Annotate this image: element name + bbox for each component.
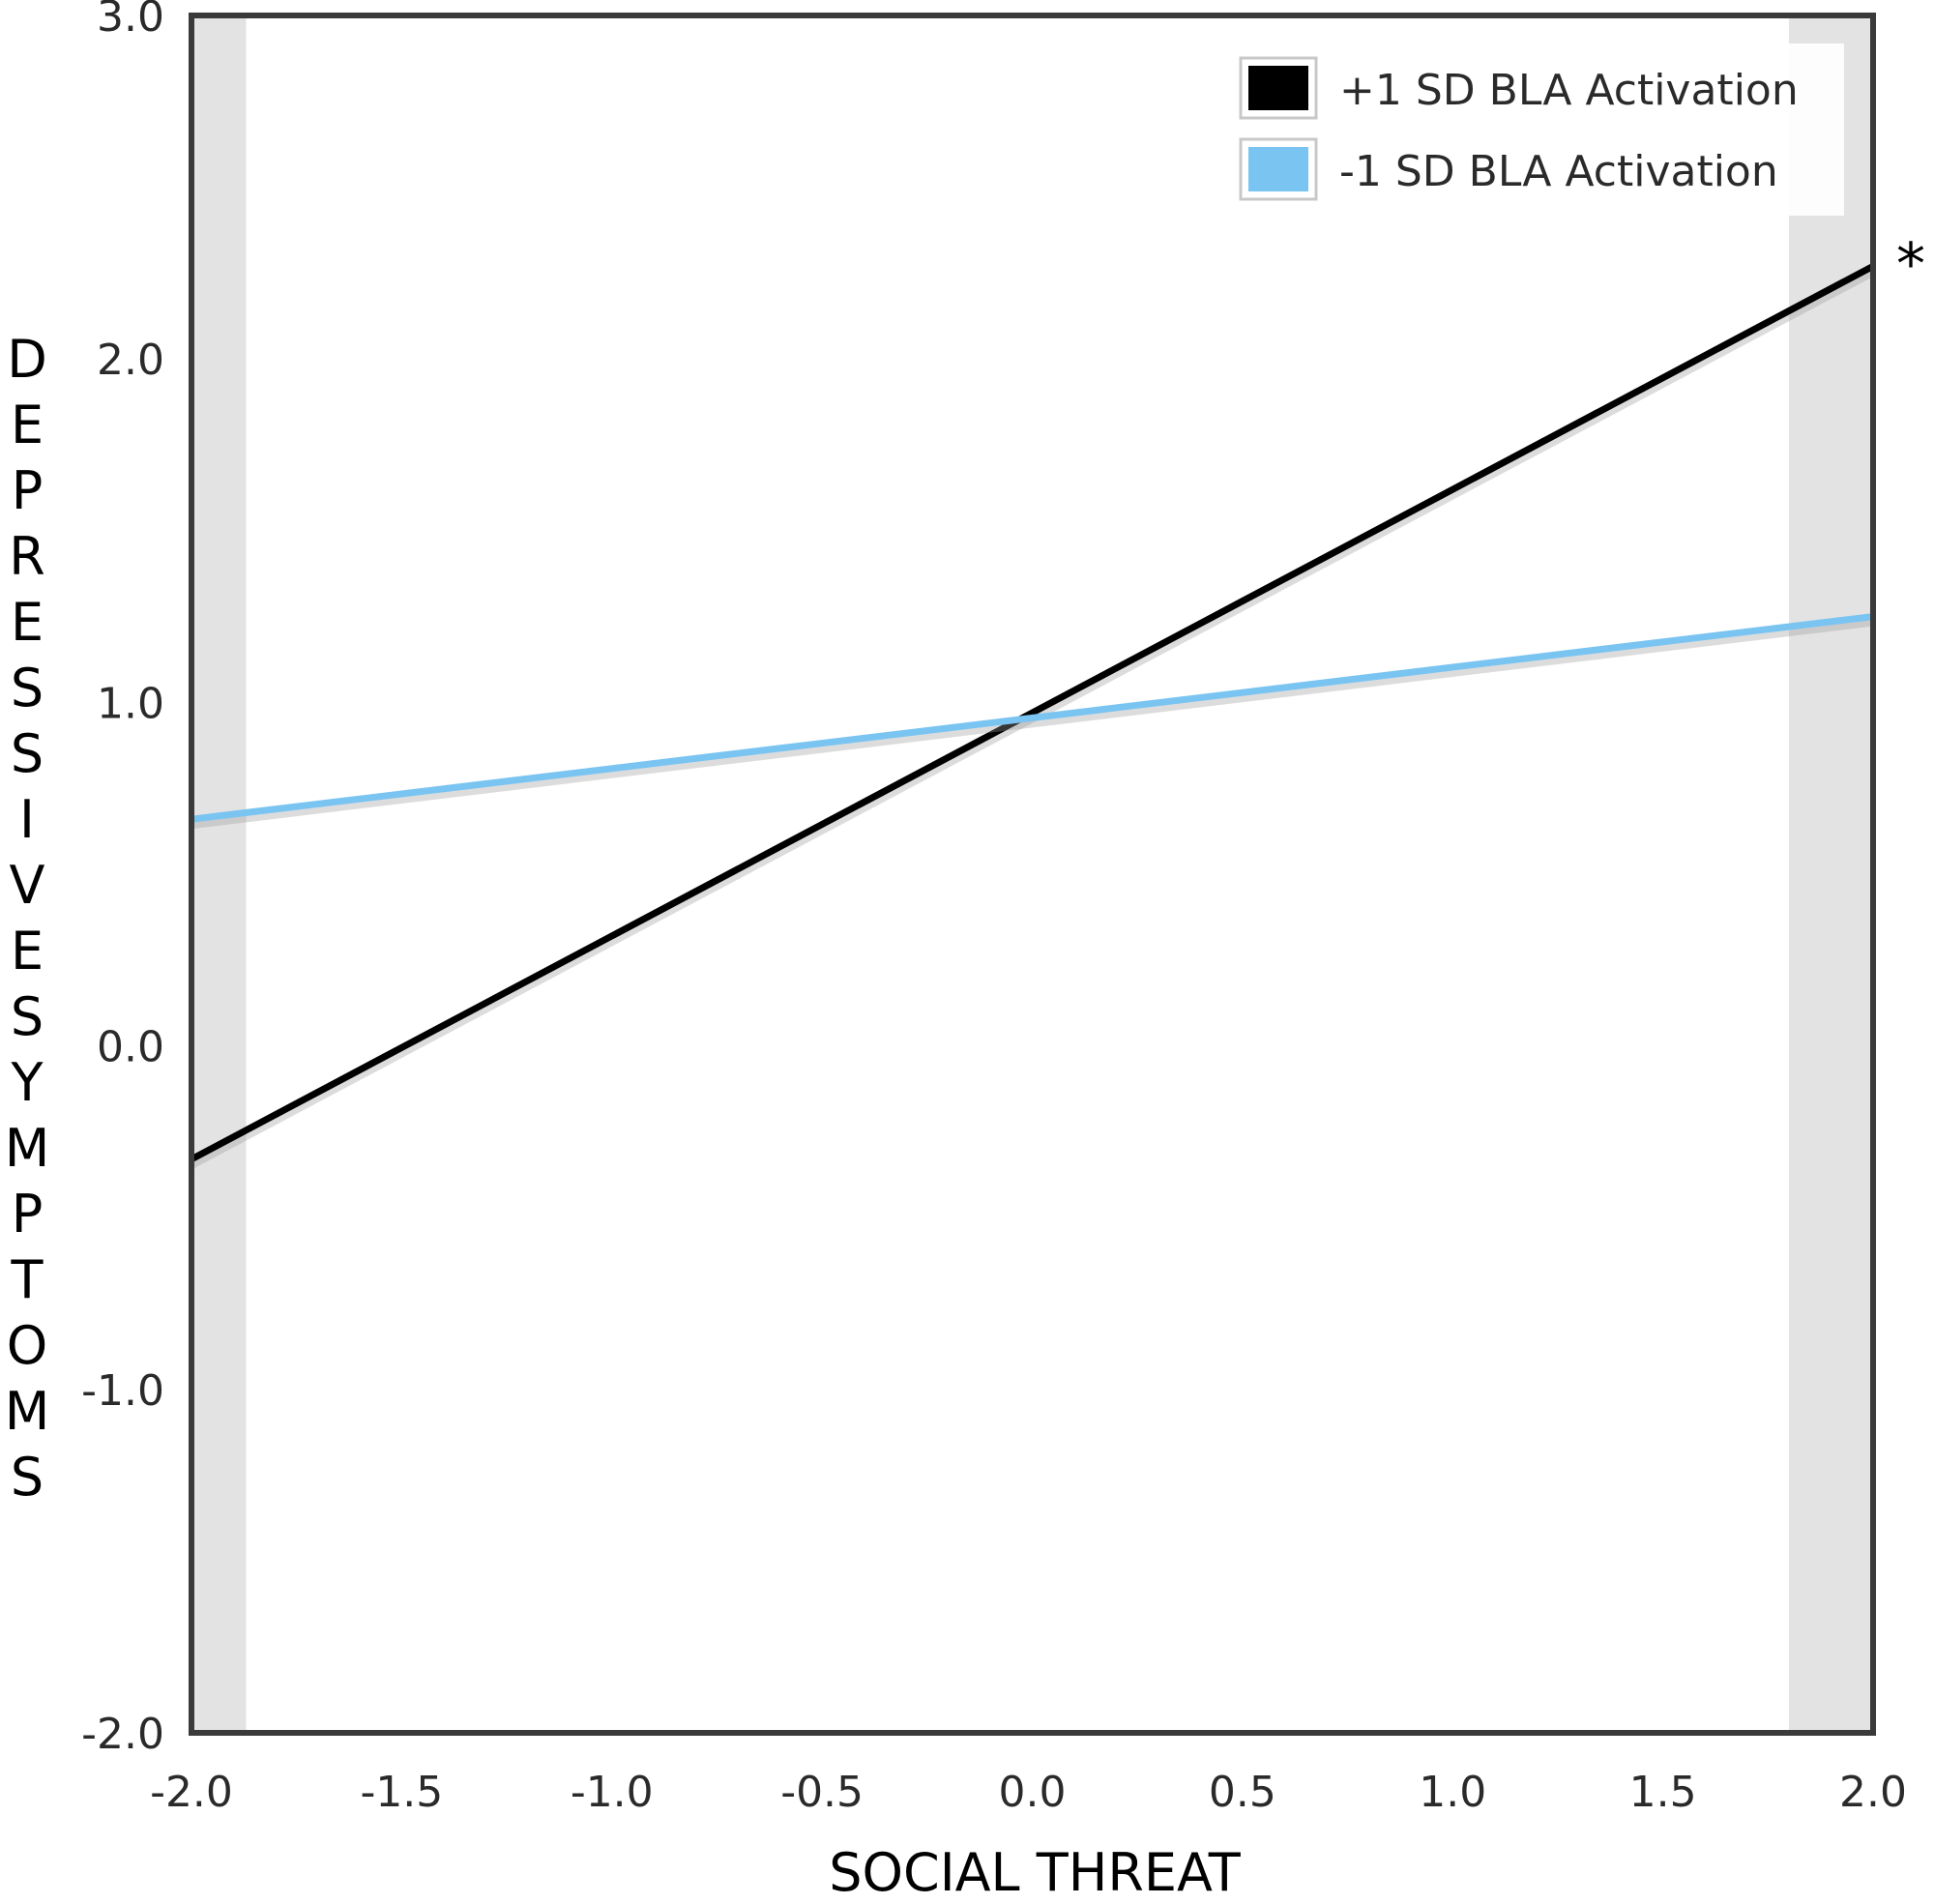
y-axis-label-letter: S (11, 1447, 44, 1508)
shaded-region-1 (191, 15, 247, 1733)
legend-label: +1 SD BLA Activation (1339, 66, 1799, 115)
x-tick-label: 2.0 (1839, 1768, 1907, 1817)
x-tick-label: 1.0 (1419, 1768, 1486, 1817)
y-axis-label-letter: Y (11, 1052, 44, 1113)
series-line-1 (190, 263, 1875, 1162)
y-axis-label-letter: E (11, 395, 44, 455)
series-shadow-2 (190, 614, 1874, 830)
y-axis-label-letter: M (5, 1118, 50, 1179)
y-axis-label-letter: O (7, 1315, 48, 1376)
y-axis-label-letter: T (11, 1249, 44, 1310)
series-line-2 (190, 613, 1874, 823)
x-tick-label: -1.5 (360, 1768, 443, 1817)
legend-swatch (1248, 66, 1308, 110)
y-axis-label-letter: E (11, 592, 44, 653)
x-axis-label: SOCIAL THREAT (829, 1842, 1242, 1903)
significance-annotation: * (1896, 230, 1925, 298)
x-tick-label: -2.0 (150, 1768, 233, 1817)
y-axis-label-letter: R (9, 526, 45, 587)
y-axis-label-letter: V (10, 855, 45, 916)
y-tick-label: -2.0 (81, 1710, 164, 1759)
y-tick-label: -1.0 (81, 1366, 164, 1416)
y-tick-label: 0.0 (97, 1023, 164, 1072)
y-tick-label: 2.0 (97, 336, 164, 385)
y-axis-label-letter: I (19, 789, 35, 850)
x-tick-label: 0.0 (999, 1768, 1067, 1817)
series-lines (189, 263, 1876, 1169)
y-axis-label-letter: D (7, 329, 47, 390)
y-axis-label-letter: M (5, 1381, 50, 1442)
y-axis-label-letter: S (11, 723, 44, 784)
legend-label: -1 SD BLA Activation (1339, 147, 1778, 196)
y-axis-label-letter: P (12, 460, 44, 521)
plot-frame (189, 13, 1876, 1736)
y-axis-label-letter: E (11, 921, 44, 981)
legend-swatch (1248, 147, 1308, 191)
x-tick-label: 0.5 (1209, 1768, 1276, 1817)
legend: +1 SD BLA Activation -1 SD BLA Activation (1233, 44, 1844, 216)
y-tick-label: 3.0 (97, 0, 164, 42)
y-axis-label-letter: S (11, 658, 44, 718)
x-tick-label: -1.0 (571, 1768, 654, 1817)
shaded-regions (191, 15, 1873, 1733)
x-tick-label: -0.5 (780, 1768, 864, 1817)
y-tick-labels: 3.0 2.0 1.0 0.0 -1.0 -2.0 (81, 0, 164, 1759)
y-tick-label: 1.0 (97, 679, 164, 728)
x-tick-label: 1.5 (1629, 1768, 1697, 1817)
y-axis-label-letter: S (11, 986, 44, 1047)
x-tick-labels: -2.0 -1.5 -1.0 -0.5 0.0 0.5 1.0 1.5 2.0 (150, 1768, 1907, 1817)
y-axis-label-letter: P (12, 1184, 44, 1245)
legend-background (1233, 44, 1844, 216)
